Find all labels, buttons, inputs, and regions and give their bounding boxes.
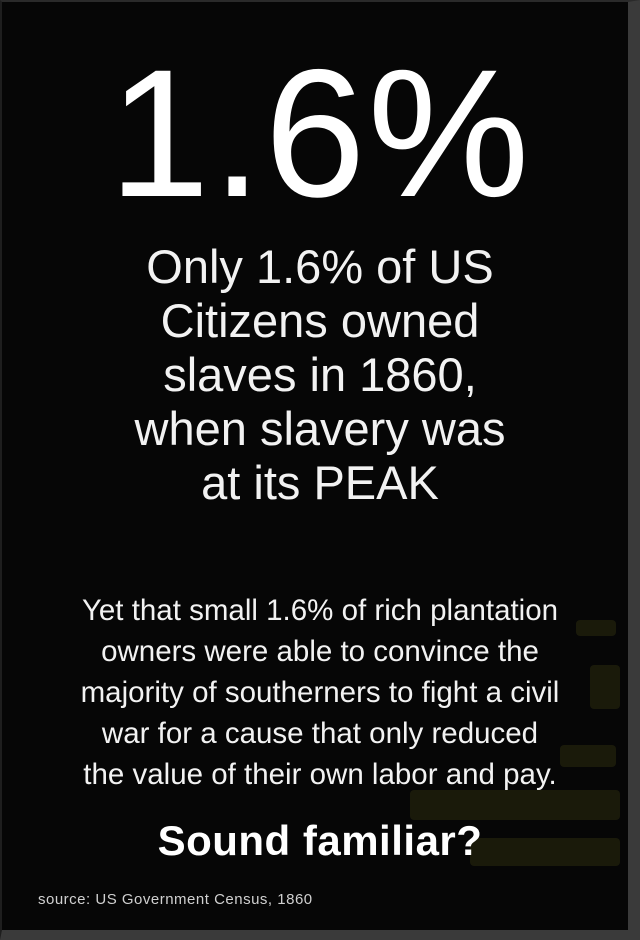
big-percentage: 1.6%	[108, 31, 532, 235]
background-stain	[590, 665, 620, 709]
background-stain	[470, 838, 620, 866]
tagline: Sound familiar?	[157, 817, 483, 864]
headline-line: at its PEAK	[201, 456, 439, 509]
background-stain	[410, 790, 620, 820]
headline-line: Only 1.6% of US	[146, 240, 494, 293]
background-stain	[560, 745, 616, 767]
headline-line: slaves in 1860,	[163, 348, 477, 401]
body-line: owners were able to convince the	[101, 635, 539, 668]
headline-line: Citizens owned	[160, 294, 480, 347]
body-line: the value of their own labor and pay.	[83, 758, 557, 791]
background-stain	[576, 620, 616, 636]
headline-line: when slavery was	[134, 402, 506, 455]
headline: Only 1.6% of US Citizens owned slaves in…	[0, 240, 640, 510]
body-line: majority of southerners to fight a civil	[80, 676, 560, 709]
body-paragraph: Yet that small 1.6% of rich plantation o…	[0, 590, 640, 795]
body-line: Yet that small 1.6% of rich plantation	[81, 594, 559, 627]
body-line: war for a cause that only reduced	[101, 717, 539, 750]
source-credit: source: US Government Census, 1860	[38, 891, 313, 908]
